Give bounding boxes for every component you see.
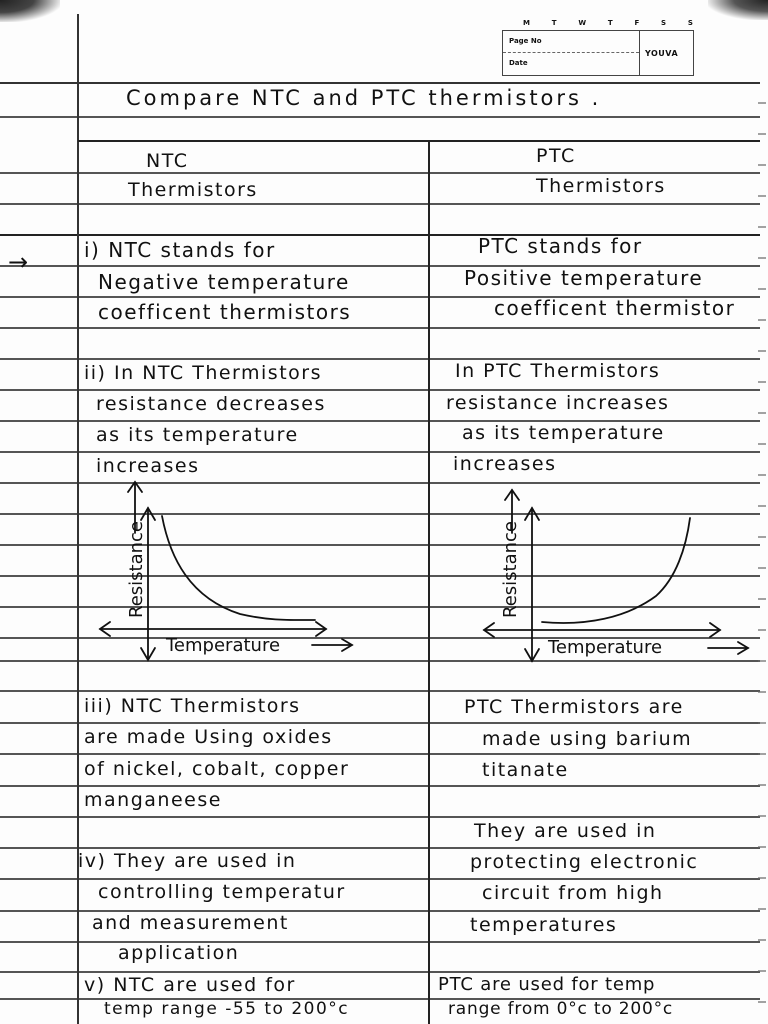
column-divider (428, 140, 430, 1024)
margin-arrow-icon: → (8, 248, 29, 276)
ntc-point4-line4: application (118, 942, 240, 964)
ntc-point1-line2: Negative temperature (98, 270, 350, 294)
rule-line (0, 637, 760, 639)
ptc-point1-line3: coefficent thermistor (494, 296, 736, 320)
rule-line (0, 327, 760, 329)
rule-line (0, 265, 760, 267)
weekday: T (607, 19, 613, 27)
rule-line (0, 420, 760, 422)
page-title: Compare NTC and PTC thermistors . (126, 86, 602, 110)
rule-line (0, 389, 760, 391)
rule-line (0, 690, 760, 692)
rule-line (0, 785, 760, 787)
rule-line (0, 575, 760, 577)
ntc-point5-line1: v) NTC are used for (84, 974, 296, 996)
margin-line (77, 14, 79, 1024)
ntc-point1-line1: i) NTC stands for (84, 238, 276, 262)
rule-line (0, 753, 760, 755)
ptc-point2-line2: resistance increases (446, 392, 670, 414)
ptc-heading-line1: PTC (536, 145, 576, 167)
rule-line (0, 998, 760, 1000)
ptc-point3-line1: PTC Thermistors are (464, 696, 684, 718)
rule-line (0, 203, 760, 205)
ptc-point5-line1: PTC are used for temp (438, 974, 656, 995)
page-corner-shadow-right (708, 0, 768, 20)
ntc-point5-line2: temp range -55 to 200°c (104, 999, 350, 1019)
ntc-point3-line1: iii) NTC Thermistors (84, 695, 301, 717)
ntc-heading-line2: Thermistors (128, 179, 258, 201)
ntc-point4-line1: iv) They are used in (78, 850, 297, 872)
ptc-point1-line2: Positive temperature (464, 266, 704, 290)
rule-line (0, 513, 760, 515)
ptc-point4-line1: They are used in (474, 820, 657, 842)
rule-line (0, 941, 760, 943)
rule-line (0, 606, 760, 608)
ntc-point3-line2: are made Using oxides (84, 726, 333, 748)
weekday: W (578, 19, 587, 27)
rule-line (0, 482, 760, 484)
rule-line (0, 358, 760, 360)
ntc-point1-line3: coefficent thermistors (98, 300, 352, 324)
weekday-row: M T W T F S S (523, 19, 693, 27)
ptc-point3-line3: titanate (482, 759, 569, 781)
ptc-point5-line2: range from 0°c to 200°c (448, 999, 674, 1019)
page-edge (758, 80, 766, 1024)
ntc-point2-line3: as its temperature (96, 424, 299, 446)
rule-line (0, 660, 760, 662)
rule-line (0, 722, 760, 724)
weekday: M (523, 19, 530, 27)
rule-line (0, 910, 760, 912)
ntc-point3-line4: manganeese (84, 789, 222, 811)
rule-line (0, 116, 760, 118)
page-no-label: Page No (509, 37, 542, 45)
ptc-point4-line3: circuit from high (482, 882, 664, 904)
rule-line (0, 451, 760, 453)
rule-line (0, 847, 760, 849)
rule-line (0, 544, 760, 546)
ptc-point4-line2: protecting electronic (470, 851, 699, 873)
y-axis-label: Resistance (500, 521, 521, 618)
ptc-point2-line3: as its temperature (462, 422, 665, 444)
ntc-point4-line2: controlling temperatur (98, 881, 346, 903)
weekday: F (634, 19, 640, 27)
rule-line (0, 296, 760, 298)
weekday: S (661, 19, 667, 27)
date-label: Date (509, 59, 528, 67)
rule-line (0, 172, 760, 174)
weekday: S (687, 19, 693, 27)
table-top-border (78, 140, 760, 142)
header-divider (503, 52, 639, 53)
ptc-point4-line4: temperatures (470, 914, 618, 936)
y-axis-label: Resistance (126, 521, 147, 618)
ntc-point3-line3: of nickel, cobalt, copper (84, 758, 350, 780)
page-corner-shadow (0, 0, 60, 22)
brand-separator (639, 31, 640, 75)
page-header-box: M T W T F S S Page No Date YOUVA (502, 19, 694, 76)
rule-line (0, 816, 760, 818)
rule-line (0, 971, 760, 973)
x-axis-label: Temperature (547, 637, 662, 658)
ptc-point1-line1: PTC stands for (478, 234, 643, 258)
weekday: T (551, 19, 557, 27)
ptc-heading-line2: Thermistors (536, 175, 666, 197)
ntc-point2-line2: resistance decreases (96, 393, 326, 415)
ptc-point3-line2: made using barium (482, 728, 693, 750)
ntc-point2-line4: increases (96, 455, 200, 477)
ptc-graph: Resistance Temperature (482, 488, 750, 663)
ntc-curve (161, 515, 316, 621)
ptc-point2-line1: In PTC Thermistors (455, 360, 661, 382)
rule-line (0, 878, 760, 880)
rule-line (0, 234, 760, 236)
ntc-graph: Resistance Temperature (98, 480, 354, 662)
x-axis-label: Temperature (165, 635, 280, 656)
brand-label: YOUVA (645, 49, 679, 58)
ptc-point2-line4: increases (453, 453, 557, 475)
rule-line (0, 82, 760, 84)
ptc-curve (541, 517, 691, 624)
ntc-point2-line1: ii) In NTC Thermistors (84, 362, 322, 384)
ntc-point4-line3: and measurement (92, 912, 289, 934)
ntc-heading-line1: NTC (146, 150, 189, 172)
